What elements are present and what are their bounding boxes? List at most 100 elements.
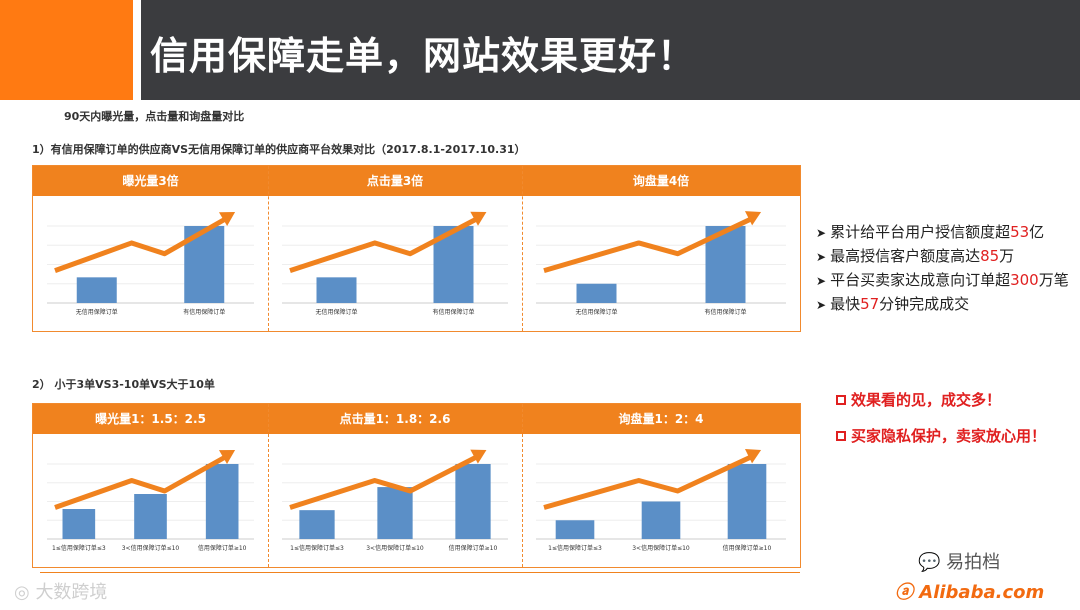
trend-arrow	[289, 453, 480, 510]
bar	[455, 464, 491, 539]
watermark-left-text: 大数跨境	[35, 582, 108, 603]
caption: 90天内曝光量，点击量和询盘量对比	[64, 110, 245, 123]
panel-header	[33, 166, 800, 196]
header-clicks-ratio: 点击量1：1.8：2.6	[339, 412, 451, 426]
column-divider	[268, 166, 269, 331]
tick-label: 3<信用保障订单≤10	[122, 544, 180, 552]
stat-unit: 万笔	[1038, 271, 1069, 289]
stat-unit: 亿	[1029, 223, 1045, 241]
tick-label: 有信用保障订单	[183, 308, 225, 316]
trend-arrow	[54, 215, 229, 274]
column-divider	[268, 404, 269, 567]
bar	[316, 277, 357, 303]
accent-block	[0, 0, 133, 100]
header-clicks: 点击量3倍	[366, 174, 424, 188]
arrow-bullet-icon: ➤	[816, 274, 827, 288]
page-title: 信用保障走单，网站效果更好！	[150, 34, 697, 78]
chart-inquiries-s2: 1≤信用保障订单≤3 3<信用保障订单≤10 信用保障订单≥10	[536, 448, 786, 552]
checkbox-icon	[836, 395, 846, 405]
panel-section2: 曝光量1：1.5：2.5 点击量1：1.8：2.6 询盘量1：2：4 1≤信用保…	[32, 403, 801, 568]
trend-arrow-head	[470, 449, 487, 464]
section2-label: 2） 小于3单VS3-10单VS大于10单	[32, 378, 215, 391]
slogan-text: 效果看的见，成交多！	[851, 391, 1002, 409]
header-exposure: 曝光量3倍	[122, 174, 179, 188]
slogan-item: 买家隐私保护，卖家放心用！	[836, 425, 1046, 446]
stat-unit: 分钟完成成交	[879, 295, 970, 313]
bar	[377, 487, 413, 539]
trend-arrow	[54, 453, 229, 510]
chart-exposure-s2: 1≤信用保障订单≤3 3<信用保障订单≤10 信用保障订单≥10	[47, 450, 254, 552]
tick-label: 无信用保障订单	[315, 308, 357, 316]
stat-unit: 万	[999, 247, 1015, 265]
bottom-divider	[40, 572, 800, 573]
alibaba-logo: ⓐ Alibaba.com	[895, 578, 1044, 604]
bar	[299, 510, 335, 539]
bar	[576, 283, 617, 303]
watermark-right: 💬 易拍档	[918, 548, 1000, 574]
trend-arrow-head	[744, 448, 762, 464]
tick-label: 信用保障订单≥10	[449, 544, 498, 552]
trend-arrow-head	[470, 211, 487, 226]
stat-number: 57	[860, 295, 880, 313]
alibaba-logo-icon: ⓐ	[895, 582, 920, 603]
stat-text: 累计给平台用户授信额度超	[830, 223, 1011, 241]
tick-label: 信用保障订单≥10	[198, 544, 247, 552]
bar	[205, 464, 239, 539]
slogan-text: 买家隐私保护，卖家放心用！	[851, 427, 1047, 445]
stat-item: ➤ 最高授信客户额度高达85万	[816, 245, 1069, 269]
bar	[727, 464, 767, 539]
bar	[134, 494, 167, 539]
panel-section1: 曝光量3倍 点击量3倍 询盘量4倍 无信用保障订单 有信用保障订单 无信用保障订单…	[32, 165, 801, 332]
stat-item: ➤ 平台买卖家达成意向订单超300万笔	[816, 269, 1069, 293]
slogan-item: 效果看的见，成交多！	[836, 389, 1001, 410]
section1-label: 1）有信用保障订单的供应商VS无信用保障订单的供应商平台效果对比（2017.8.…	[32, 143, 526, 156]
watermark-left: ◎ 大数跨境	[14, 578, 107, 604]
title-bar	[141, 0, 1080, 100]
alibaba-logo-text: Alibaba.com	[919, 582, 1045, 603]
chart-clicks-s2: 1≤信用保障订单≤3 3<信用保障订单≤10 信用保障订单≥10	[282, 449, 508, 552]
chart-inquiries-s1: 无信用保障订单 有信用保障订单	[536, 211, 786, 316]
trend-arrow	[289, 215, 480, 274]
tick-label: 1≤信用保障订单≤3	[52, 544, 106, 552]
trend-arrow-head	[744, 211, 762, 226]
checkbox-icon	[836, 431, 846, 441]
arrow-bullet-icon: ➤	[816, 250, 827, 264]
arrow-bullet-icon: ➤	[816, 298, 827, 312]
watermark-right-text: 易拍档	[946, 552, 1001, 573]
stat-text: 平台买卖家达成意向订单超	[830, 271, 1011, 289]
header-inquiries-ratio: 询盘量1：2：4	[618, 412, 704, 426]
wechat-icon: 💬	[918, 552, 947, 573]
bar	[62, 509, 96, 539]
stat-item: ➤ 最快57分钟完成成交	[816, 293, 1069, 317]
tick-label: 3<信用保障订单≤10	[366, 544, 424, 552]
bar	[555, 520, 595, 539]
column-divider	[522, 404, 523, 567]
bar	[76, 277, 117, 303]
trend-arrow-head	[218, 212, 236, 227]
trend-arrow-head	[218, 450, 236, 464]
tick-label: 信用保障订单≥10	[723, 544, 772, 552]
tick-label: 有信用保障订单	[432, 308, 474, 316]
tick-label: 3<信用保障订单≤10	[632, 544, 690, 552]
stat-item: ➤ 累计给平台用户授信额度超53亿	[816, 221, 1069, 245]
bar	[641, 501, 681, 539]
tick-label: 无信用保障订单	[575, 308, 617, 316]
panel-header	[33, 404, 800, 434]
stat-text: 最高授信客户额度高达	[830, 247, 981, 265]
stat-text: 最快	[830, 295, 861, 313]
tick-label: 无信用保障订单	[76, 308, 118, 316]
header-exposure-ratio: 曝光量1：1.5：2.5	[95, 412, 206, 426]
stat-number: 53	[1010, 223, 1030, 241]
tick-label: 1≤信用保障订单≤3	[290, 544, 344, 552]
stats-list: ➤ 累计给平台用户授信额度超53亿 ➤ 最高授信客户额度高达85万 ➤ 平台买卖家达成…	[816, 221, 1069, 317]
arrow-bullet-icon: ➤	[816, 226, 827, 240]
stat-number: 300	[1010, 271, 1039, 289]
trend-arrow	[543, 453, 755, 510]
column-divider	[522, 166, 523, 331]
header-inquiries: 询盘量4倍	[632, 174, 690, 188]
weibo-icon: ◎	[14, 582, 36, 603]
tick-label: 1≤信用保障订单≤3	[548, 544, 602, 552]
stat-number: 85	[980, 247, 1000, 265]
chart-exposure-s1: 无信用保障订单 有信用保障订单	[47, 212, 254, 316]
trend-arrow	[543, 215, 755, 274]
